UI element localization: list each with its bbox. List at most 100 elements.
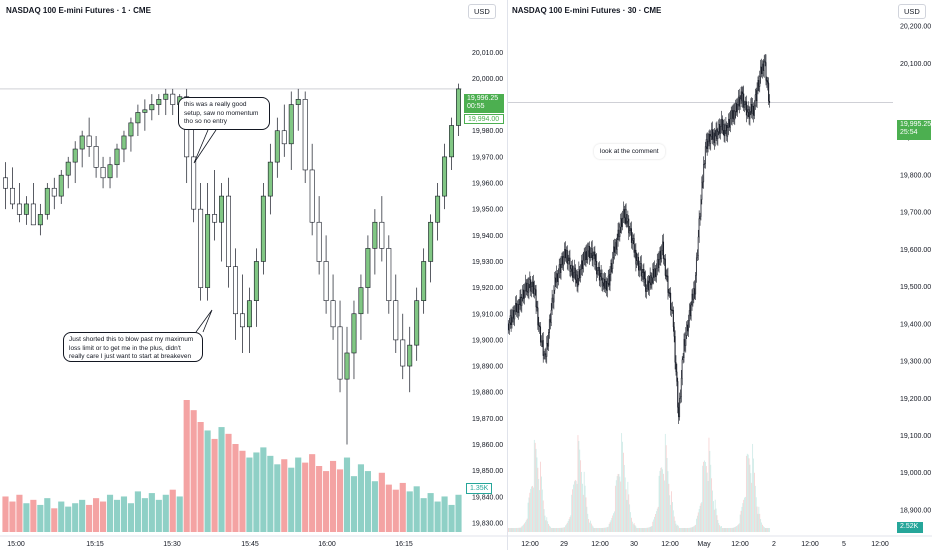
left-currency-button[interactable]: USD [468,4,496,19]
time-axis-tick: 15:15 [86,541,104,548]
candle-body [386,248,392,301]
right-candlestick-chart[interactable]: 20,200.0020,100.0019,900.0019,800.0019,7… [508,0,932,550]
volume-bar [517,527,519,532]
candle-body [170,93,176,105]
volume-bar [660,467,662,532]
volume-bar [661,467,663,532]
volume-bar [752,443,754,532]
volume-bar [663,473,664,532]
candle-body [121,135,127,150]
candle-body [612,257,614,269]
candle-body [295,99,301,105]
left-chart-title: NASDAQ 100 E-mini Futures · 1 · CME [6,6,151,15]
volume-bar [721,526,722,532]
volume-bar [72,503,79,532]
price-axis-tick: 19,940.00 [472,233,503,240]
volume-bar [357,464,365,532]
candle-body [541,340,543,342]
volume-bar [577,435,579,532]
volume-bar [610,520,612,532]
volume-bar [723,527,725,532]
candle-body [156,99,162,105]
candle-body [751,104,753,114]
candle-body [610,263,612,275]
volume-bar [413,486,420,532]
candle-body [769,101,771,103]
volume-bar [708,437,710,532]
left-chart-panel[interactable]: 20,010.0020,000.0019,990.0019,980.0019,9… [0,0,507,550]
volume-bar [710,464,712,532]
right-chart-panel[interactable]: 20,200.0020,100.0019,900.0019,800.0019,7… [508,0,932,550]
right-currency-button[interactable]: USD [898,4,926,19]
left-candlestick-chart[interactable]: 20,010.0020,000.0019,990.0019,980.0019,9… [0,0,507,550]
volume-bar [702,465,704,532]
volume-bar [729,527,730,532]
candle-body [330,300,336,328]
volume-bar [686,527,688,532]
volume-bar [617,473,619,532]
candle-body [650,275,652,286]
volume-bar [754,485,756,532]
candle-body [593,251,595,256]
candle-body [640,263,642,277]
price-axis-tick: 18,900.00 [900,507,931,514]
annotation-look-at-comment[interactable]: look at the comment [594,144,665,159]
price-axis-tick: 19,200.00 [900,396,931,403]
candle-body [745,101,747,116]
volume-bar [606,527,607,532]
candle-body [762,63,764,71]
volume-bar [540,461,541,532]
volume-bar [734,527,736,532]
candle-body [521,297,523,306]
candle-body [584,251,586,261]
candle-body [539,325,541,328]
price-axis-tick: 19,890.00 [472,364,503,371]
candle-body [658,259,660,268]
candle-body [583,251,585,261]
candle-body [606,282,608,291]
volume-bar [211,438,218,532]
candle-body [260,195,266,262]
annotation-callout-bottom[interactable]: Just shorted this to blow past my maximu… [63,332,203,362]
volume-bar [574,479,576,532]
candle-body [142,109,148,113]
annotation-callout-top[interactable]: this was a really good setup, saw no mom… [178,97,270,130]
volume-bar [197,422,204,532]
volume-bar [675,523,677,532]
volume-bar [509,527,511,532]
panel-divider[interactable] [507,0,508,550]
volume-bar [759,513,761,532]
volume-bar [657,506,659,532]
candle-body [716,129,718,139]
volume-bar [590,523,592,532]
volume-bar [709,450,711,532]
volume-bar [652,521,654,532]
candle-body [625,208,627,224]
volume-bar [659,470,661,532]
volume-bar [448,504,455,532]
candle-body [756,90,758,102]
volume-bar [570,515,572,532]
candle-body [519,296,521,306]
volume-bar [547,521,549,532]
volume-bar [764,528,766,532]
volume-bar [567,521,569,532]
volume-bar [533,439,535,532]
candle-body [253,261,259,301]
volume-bar [642,527,644,532]
candle-body [163,93,169,100]
candle-body [30,203,36,226]
candle-body [564,249,566,258]
volume-bar [712,490,713,532]
candle-body [589,245,591,259]
volume-bar [599,527,601,532]
candle-body [564,249,566,259]
candle-body [601,273,603,287]
candle-body [740,91,742,100]
volume-bar [597,527,598,532]
candle-body [679,398,681,418]
candle-body [551,297,553,311]
candle-body [761,63,763,74]
candle-body [542,340,544,356]
volume-bar [651,525,653,532]
